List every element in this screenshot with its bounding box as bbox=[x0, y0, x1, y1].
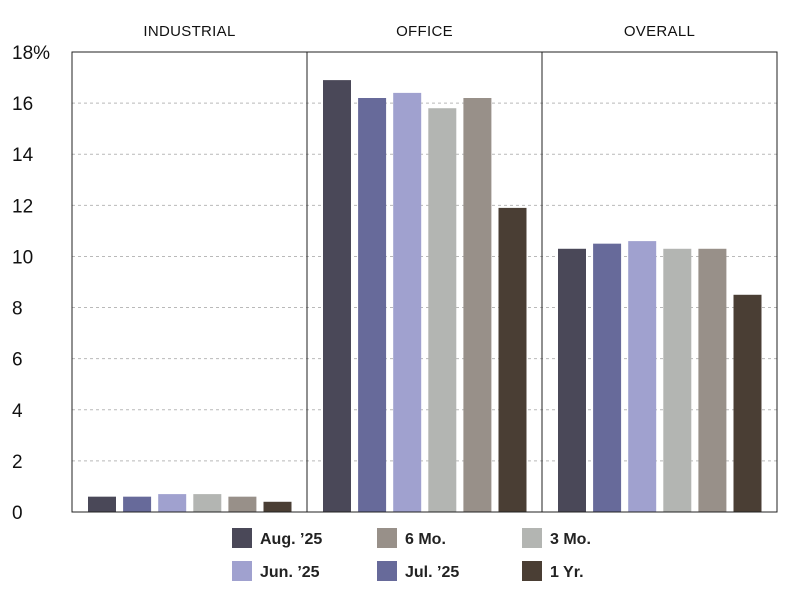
bar-industrial-series-2 bbox=[158, 494, 187, 512]
bar-overall-series-1 bbox=[593, 243, 622, 512]
legend-label: 3 Mo. bbox=[550, 531, 591, 548]
bar-overall-series-4 bbox=[698, 248, 727, 512]
legend-label: Jul. ’25 bbox=[405, 564, 459, 581]
bar-office-series-5 bbox=[498, 207, 527, 512]
y-tick-label: 16 bbox=[12, 94, 33, 115]
legend-swatch bbox=[377, 528, 397, 548]
bar-industrial-series-1 bbox=[123, 496, 152, 512]
y-tick-label: 18% bbox=[12, 43, 50, 64]
bar-industrial-series-5 bbox=[263, 501, 292, 512]
y-tick-label: 12 bbox=[12, 196, 33, 217]
legend: Aug. ’25 Jun. ’25 6 Mo. Jul. ’25 3 Mo. 1 Yr. bbox=[232, 528, 591, 581]
bar-overall-series-3 bbox=[663, 248, 692, 512]
y-tick-label: 2 bbox=[12, 452, 23, 473]
legend-label: 1 Yr. bbox=[550, 564, 584, 581]
bar-industrial-series-4 bbox=[228, 496, 257, 512]
legend-swatch bbox=[522, 528, 542, 548]
bar-office-series-1 bbox=[358, 98, 387, 512]
legend-item: Aug. ’25 bbox=[232, 528, 322, 548]
bar-office-series-2 bbox=[393, 92, 422, 512]
legend-swatch bbox=[232, 561, 252, 581]
bar-overall-series-0 bbox=[558, 248, 586, 512]
legend-item: 6 Mo. bbox=[377, 528, 446, 548]
panel-title-overall: OVERALL bbox=[624, 23, 695, 40]
bar-industrial-series-0 bbox=[88, 496, 116, 512]
bar-office-series-0 bbox=[323, 80, 351, 512]
bar-overall-series-5 bbox=[733, 294, 762, 512]
legend-item: Jul. ’25 bbox=[377, 561, 459, 581]
y-tick-label: 6 bbox=[12, 350, 23, 371]
bar-office-series-4 bbox=[463, 98, 492, 512]
panel-frames bbox=[71, 51, 778, 513]
bar-office-series-3 bbox=[428, 108, 457, 512]
panel-title-industrial: INDUSTRIAL bbox=[143, 23, 235, 40]
bar-overall-series-2 bbox=[628, 241, 657, 512]
legend-label: 6 Mo. bbox=[405, 531, 446, 548]
plot-frame bbox=[71, 51, 778, 513]
bar-industrial-series-3 bbox=[193, 494, 222, 512]
y-axis-ticks: 0 2 4 6 8 10 12 14 16 18% bbox=[12, 43, 50, 524]
panel-title-office: OFFICE bbox=[396, 23, 453, 40]
legend-label: Jun. ’25 bbox=[260, 564, 320, 581]
panel-titles: INDUSTRIAL OFFICE OVERALL bbox=[143, 23, 695, 40]
legend-item: 3 Mo. bbox=[522, 528, 591, 548]
y-tick-label: 0 bbox=[12, 503, 23, 524]
bars bbox=[88, 80, 762, 512]
legend-item: Jun. ’25 bbox=[232, 561, 320, 581]
legend-swatch bbox=[522, 561, 542, 581]
legend-swatch bbox=[377, 561, 397, 581]
y-tick-label: 14 bbox=[12, 145, 34, 166]
legend-label: Aug. ’25 bbox=[260, 531, 322, 548]
y-tick-label: 8 bbox=[12, 299, 23, 320]
y-tick-label: 10 bbox=[12, 247, 33, 268]
y-tick-label: 4 bbox=[12, 401, 23, 422]
legend-item: 1 Yr. bbox=[522, 561, 584, 581]
legend-swatch bbox=[232, 528, 252, 548]
